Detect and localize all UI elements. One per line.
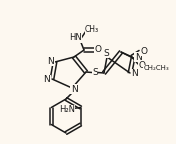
Text: S: S xyxy=(92,68,98,77)
Text: N: N xyxy=(44,75,50,85)
Text: N: N xyxy=(48,56,54,66)
Text: O: O xyxy=(139,60,146,70)
Text: O: O xyxy=(140,47,147,55)
Text: N: N xyxy=(71,85,77,93)
Text: N: N xyxy=(135,53,141,61)
Text: N: N xyxy=(132,70,138,78)
Text: CH₃: CH₃ xyxy=(85,24,99,34)
Text: CH₂CH₃: CH₂CH₃ xyxy=(143,65,169,71)
Text: S: S xyxy=(103,49,109,57)
Text: H₂N: H₂N xyxy=(59,105,75,114)
Text: O: O xyxy=(95,46,102,54)
Text: HN: HN xyxy=(69,34,81,42)
